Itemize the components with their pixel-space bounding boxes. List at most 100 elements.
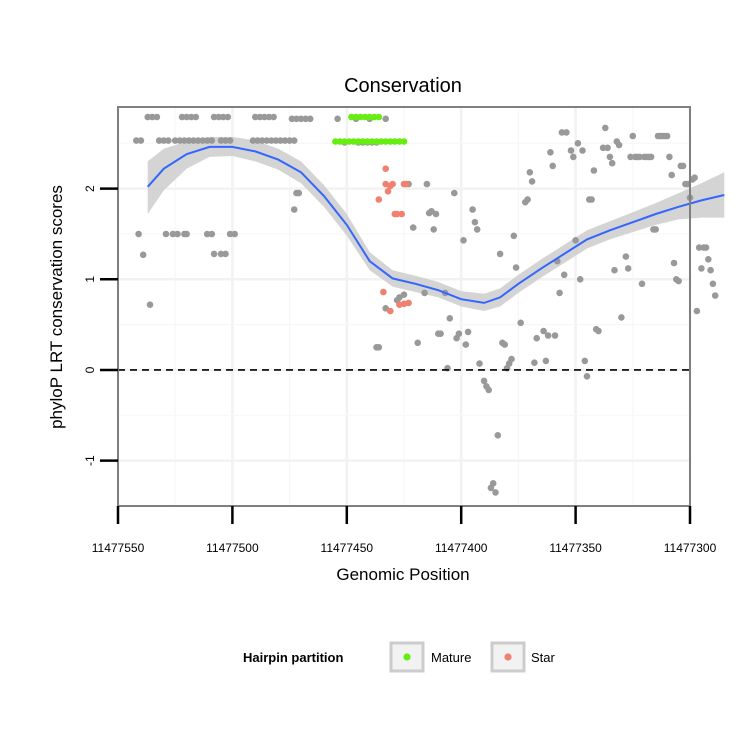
y-axis-label: phyloP LRT conservation scores [47, 185, 66, 429]
data-point-other [144, 113, 151, 121]
data-point-other [473, 226, 481, 233]
data-point-star [398, 210, 406, 218]
plot-panel [116, 106, 725, 507]
data-point-other [492, 489, 499, 496]
data-point-other [615, 141, 623, 149]
data-point-mature [391, 138, 399, 145]
data-point-other [210, 250, 218, 258]
data-point-other [375, 344, 383, 351]
data-point-other [542, 357, 550, 365]
data-point-other [572, 237, 579, 244]
data-point-mature [373, 138, 380, 145]
data-point-other [563, 129, 570, 136]
data-point-other [624, 265, 632, 272]
data-point-mature [366, 113, 374, 121]
data-point-star [393, 210, 401, 218]
data-point-other [489, 480, 497, 487]
data-point-other [171, 137, 179, 144]
data-point-other [190, 137, 197, 144]
data-point-other [290, 206, 298, 213]
data-point-other [268, 137, 275, 144]
data-point-star [380, 288, 387, 296]
data-point-mature [348, 113, 355, 121]
data-point-other [224, 113, 232, 121]
data-point-other [707, 266, 714, 274]
data-point-other [679, 162, 687, 170]
data-point-other [249, 137, 257, 144]
data-point-star [403, 180, 410, 188]
data-point-other [409, 224, 417, 231]
x-tick-label: 11477550 [92, 541, 145, 555]
data-point-mature [354, 138, 362, 145]
loess-line [146, 145, 725, 304]
data-point-other [334, 115, 341, 123]
data-point-other [531, 359, 538, 367]
data-point-other [556, 289, 563, 297]
data-point-other [400, 291, 408, 299]
data-point-other [155, 137, 163, 144]
data-point-other [517, 319, 524, 327]
data-point-other [277, 137, 284, 144]
data-point-other [261, 113, 268, 121]
data-point-other [638, 280, 646, 288]
data-point-other [192, 113, 200, 121]
data-point-other [139, 251, 147, 259]
data-point-other [297, 115, 305, 123]
data-point-other [581, 357, 589, 365]
data-point-star [382, 165, 390, 172]
data-point-other [501, 341, 509, 348]
data-point-other [222, 250, 229, 258]
data-point-other [149, 113, 156, 121]
data-point-other [547, 149, 554, 156]
data-point-other [460, 237, 467, 244]
data-point-other [185, 137, 193, 144]
data-point-other [711, 292, 719, 299]
data-point-other [560, 271, 568, 279]
data-point-other [208, 230, 216, 238]
data-point-star [384, 188, 392, 195]
data-point-other [549, 162, 556, 170]
data-point-other [485, 386, 493, 394]
data-point-other [622, 253, 630, 260]
data-point-other [174, 230, 181, 238]
data-point-other [462, 341, 470, 348]
data-point-other [524, 196, 531, 203]
x-tick-label: 11477400 [435, 541, 488, 555]
data-point-other [652, 226, 659, 233]
data-point-other [146, 301, 154, 309]
data-point-star [389, 180, 396, 188]
data-point-other [602, 124, 609, 132]
data-point-mature [377, 138, 385, 145]
data-point-other [265, 113, 273, 121]
data-point-star [382, 180, 390, 188]
data-point-other [451, 189, 458, 197]
data-points [133, 113, 719, 496]
data-point-other [494, 432, 502, 439]
data-point-other [464, 328, 472, 336]
data-point-other [258, 137, 266, 144]
data-point-other [471, 218, 479, 226]
data-point-other [153, 113, 161, 121]
data-point-other [423, 180, 431, 188]
data-point-other [226, 230, 234, 238]
smooth-curve [146, 145, 725, 304]
data-point-other [162, 230, 170, 238]
data-point-other [540, 327, 547, 335]
data-point-star [387, 307, 394, 315]
data-point-mature [375, 113, 383, 121]
data-point-other [286, 137, 293, 144]
data-point-mature [396, 138, 403, 145]
data-point-mature [341, 138, 348, 145]
data-point-other [270, 113, 277, 121]
data-point-mature [364, 138, 371, 145]
legend-label-mature: Mature [431, 650, 471, 665]
data-point-other [183, 230, 190, 238]
data-point-other [165, 137, 172, 144]
data-point-other [666, 153, 673, 161]
data-point-other [446, 315, 454, 322]
y-tick-label: 0 [83, 366, 97, 373]
data-point-other [288, 115, 296, 123]
data-point-other [670, 259, 678, 267]
data-point-other [194, 137, 202, 144]
